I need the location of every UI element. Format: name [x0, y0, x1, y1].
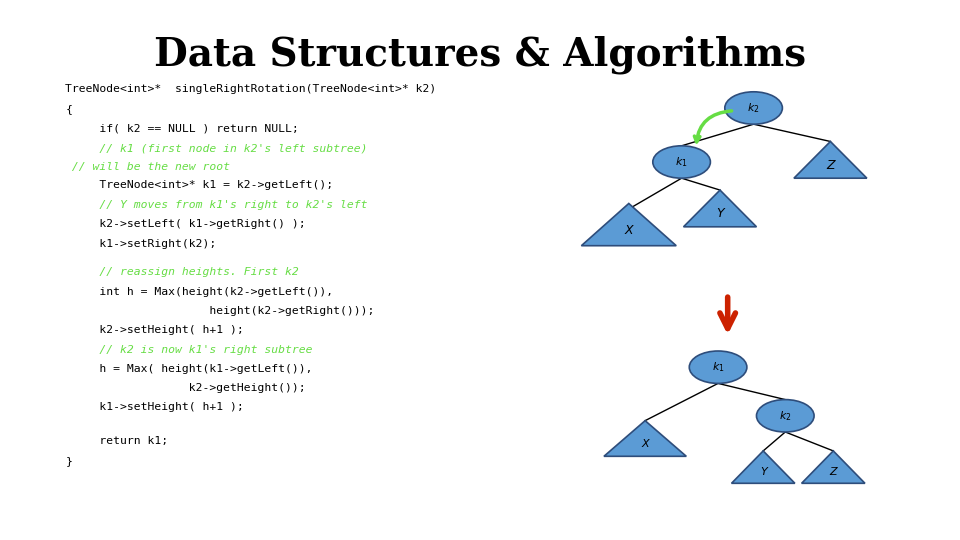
Text: $k_1$: $k_1$	[675, 155, 688, 169]
Text: k2->getHeight());: k2->getHeight());	[65, 383, 306, 393]
Circle shape	[725, 92, 782, 124]
Text: $k_1$: $k_1$	[711, 360, 725, 374]
Text: {: {	[65, 104, 72, 114]
Polygon shape	[794, 141, 867, 178]
Polygon shape	[684, 190, 756, 227]
Text: if( k2 == NULL ) return NULL;: if( k2 == NULL ) return NULL;	[65, 124, 299, 134]
Text: Z: Z	[827, 159, 834, 172]
Text: k2->setLeft( k1->getRight() );: k2->setLeft( k1->getRight() );	[65, 219, 306, 230]
Text: TreeNode<int>* k1 = k2->getLeft();: TreeNode<int>* k1 = k2->getLeft();	[65, 180, 333, 191]
Text: }: }	[65, 456, 72, 466]
Polygon shape	[802, 451, 865, 483]
Text: k1->setRight(k2);: k1->setRight(k2);	[65, 239, 217, 249]
Circle shape	[689, 351, 747, 383]
Text: X: X	[625, 225, 633, 238]
Text: k2->setHeight( h+1 );: k2->setHeight( h+1 );	[65, 325, 244, 335]
Text: int h = Max(height(k2->getLeft()),: int h = Max(height(k2->getLeft()),	[65, 287, 333, 297]
Text: // k1 (first node in k2's left subtree): // k1 (first node in k2's left subtree)	[65, 144, 368, 154]
Text: Y: Y	[759, 467, 767, 477]
Text: // will be the new root: // will be the new root	[65, 162, 230, 172]
Text: return k1;: return k1;	[65, 436, 168, 447]
Polygon shape	[604, 421, 686, 456]
Text: // reassign heights. First k2: // reassign heights. First k2	[65, 267, 299, 278]
Text: // k2 is now k1's right subtree: // k2 is now k1's right subtree	[65, 345, 313, 355]
Text: $k_2$: $k_2$	[779, 409, 792, 423]
Polygon shape	[582, 204, 676, 246]
Circle shape	[756, 400, 814, 432]
Text: Z: Z	[829, 467, 837, 477]
Text: h = Max( height(k1->getLeft()),: h = Max( height(k1->getLeft()),	[65, 364, 313, 374]
Circle shape	[653, 146, 710, 178]
Text: TreeNode<int>*  singleRightRotation(TreeNode<int>* k2): TreeNode<int>* singleRightRotation(TreeN…	[65, 84, 437, 94]
Text: $k_2$: $k_2$	[747, 101, 760, 115]
Text: Data Structures & Algorithms: Data Structures & Algorithms	[154, 35, 806, 73]
Text: k1->setHeight( h+1 );: k1->setHeight( h+1 );	[65, 402, 244, 413]
Polygon shape	[732, 451, 795, 483]
Text: // Y moves from k1's right to k2's left: // Y moves from k1's right to k2's left	[65, 200, 368, 210]
Text: height(k2->getRight()));: height(k2->getRight()));	[65, 306, 374, 316]
Text: X: X	[641, 439, 649, 449]
Text: Y: Y	[716, 207, 724, 220]
